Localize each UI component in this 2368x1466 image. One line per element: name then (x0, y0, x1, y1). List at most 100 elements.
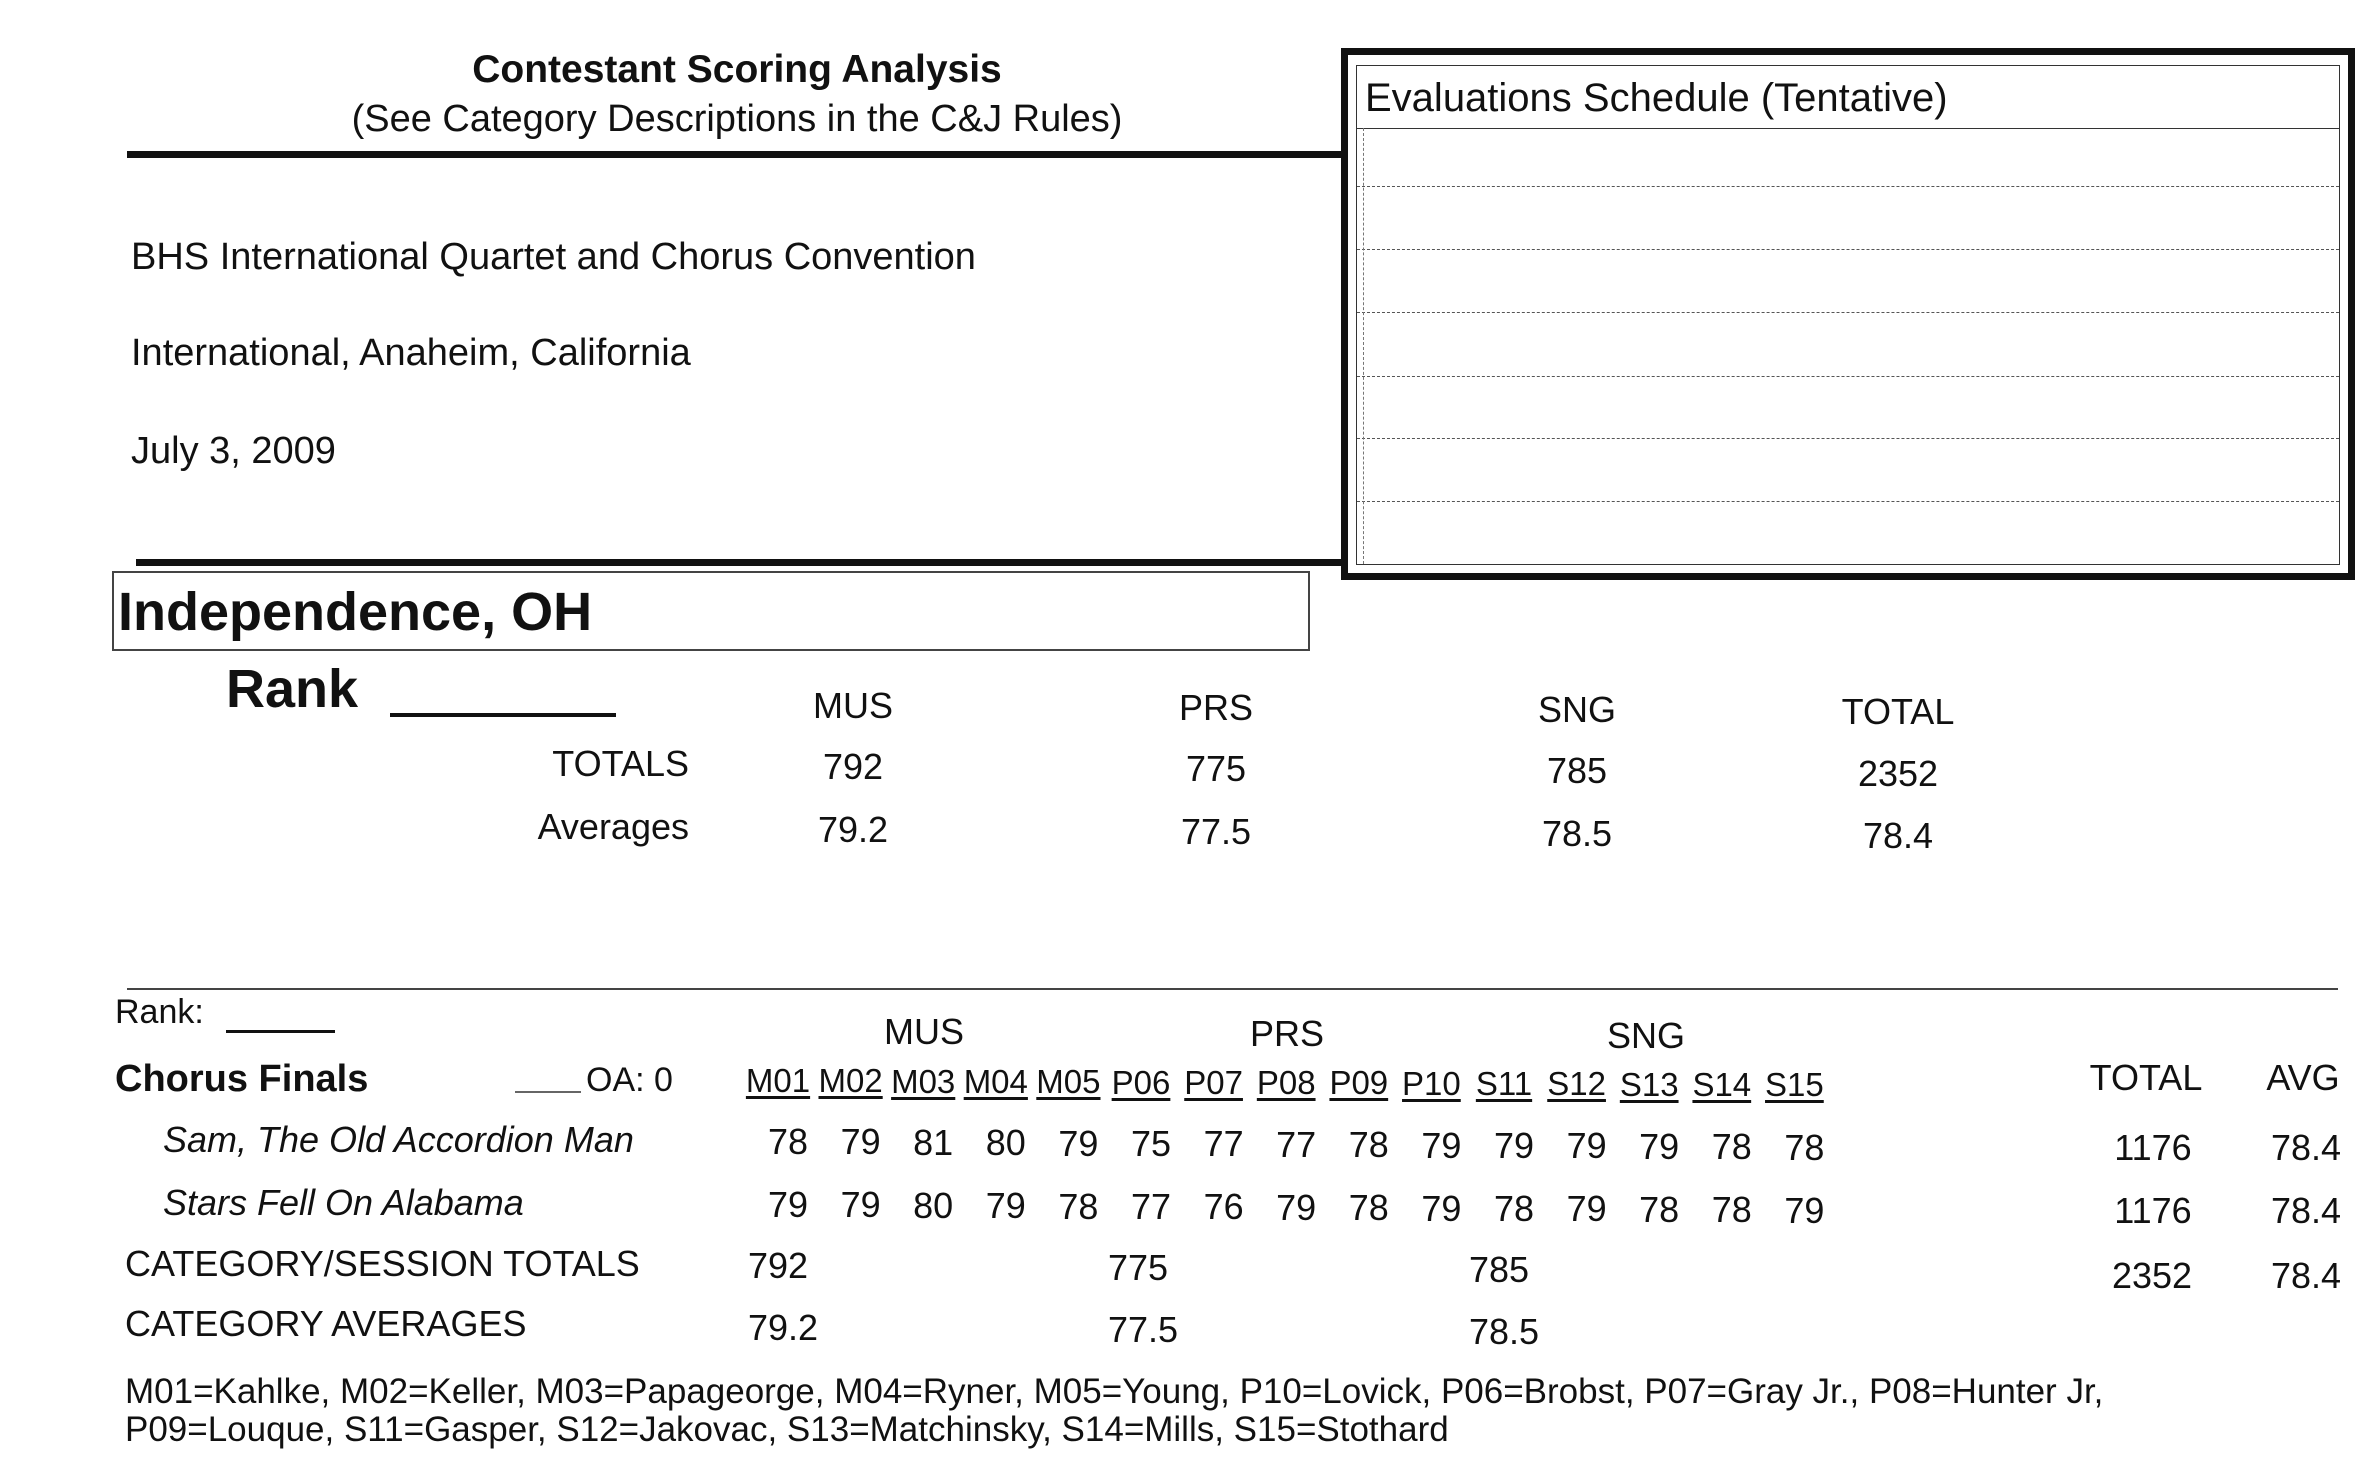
evaluations-schedule-box: Evaluations Schedule (Tentative) (1341, 48, 2355, 580)
judge-score: 79 (1421, 1187, 1462, 1229)
col-mus: MUS (813, 685, 893, 726)
cat-total-sng: 785 (1469, 1249, 1530, 1290)
schedule-line (1357, 249, 2339, 250)
judge-score: 75 (1130, 1123, 1172, 1164)
contestant-name: Independence, OH (118, 582, 593, 642)
cat-avg-sng: 78.5 (1469, 1311, 1540, 1352)
judge-score: 79 (1566, 1125, 1607, 1167)
judge-score: 77 (1276, 1123, 1317, 1165)
avg-mus: 79.2 (817, 809, 889, 850)
song-title: Sam, The Old Accordion Man (163, 1119, 634, 1160)
session-rank-blank (226, 1030, 335, 1033)
judge-score: 79 (1784, 1189, 1825, 1231)
judge-header: M03 (891, 1062, 956, 1100)
total-sng: 785 (1546, 750, 1608, 791)
event-date: July 3, 2009 (131, 430, 336, 472)
judge-header: S13 (1619, 1065, 1679, 1103)
song-total: 1176 (2114, 1127, 2192, 1168)
schedule-line (1357, 186, 2339, 187)
judge-score: 80 (913, 1184, 954, 1226)
session-rank-label: Rank: (115, 993, 204, 1031)
judge-header: S15 (1765, 1066, 1824, 1104)
judge-score: 79 (1276, 1186, 1317, 1228)
judge-header: M01 (745, 1062, 811, 1099)
header-divider (127, 151, 1341, 158)
judge-legend-line-1: M01=Kahlke, M02=Keller, M03=Papageorge, … (125, 1372, 2104, 1411)
song-total: 1176 (2114, 1190, 2192, 1231)
judge-score: 78 (1639, 1188, 1680, 1230)
report-subtitle: (See Category Descriptions in the C&J Ru… (351, 98, 1123, 140)
total-mus: 792 (822, 746, 884, 787)
schedule-line (1357, 312, 2339, 313)
song-avg: 78.4 (2270, 1190, 2342, 1231)
event-location: International, Anaheim, California (131, 332, 691, 374)
judge-score: 79 (1493, 1125, 1535, 1166)
judge-score: 78 (1493, 1188, 1535, 1229)
judge-score: 78 (1348, 1187, 1389, 1229)
cat-prs: PRS (1249, 1013, 1325, 1054)
schedule-line (1357, 501, 2339, 502)
judge-header: P06 (1111, 1063, 1171, 1101)
report-title: Contestant Scoring Analysis (472, 48, 1002, 91)
session-total: 2352 (2111, 1255, 2193, 1296)
judge-score: 79 (1639, 1125, 1680, 1167)
evaluations-title: Evaluations Schedule (Tentative) (1365, 76, 1948, 120)
judge-score: 80 (985, 1122, 1026, 1164)
averages-label: Averages (537, 806, 689, 847)
judge-header: S12 (1547, 1065, 1606, 1103)
judge-score: 78 (1784, 1126, 1825, 1168)
col-sng: SNG (1537, 689, 1617, 730)
col-prs: PRS (1178, 687, 1254, 728)
oa-value: OA: 0 (586, 1061, 673, 1099)
cat-averages-label: CATEGORY AVERAGES (125, 1303, 527, 1344)
totals-label: TOTALS (552, 743, 689, 784)
avg-header: AVG (2266, 1057, 2340, 1098)
judge-score: 78 (1058, 1185, 1099, 1227)
song-title: Stars Fell On Alabama (163, 1182, 524, 1223)
cat-sng: SNG (1606, 1015, 1686, 1056)
judge-score: 78 (767, 1121, 809, 1162)
col-total: TOTAL (1841, 691, 1955, 732)
session-avg: 78.4 (2270, 1255, 2342, 1296)
oa-leader-line (515, 1091, 581, 1093)
judge-score: 78 (1348, 1124, 1389, 1166)
contestant-name-box (112, 571, 1310, 651)
cat-totals-label: CATEGORY/SESSION TOTALS (125, 1243, 640, 1284)
total-prs: 775 (1185, 748, 1247, 789)
judge-score: 79 (1566, 1188, 1607, 1230)
judge-score: 79 (985, 1185, 1026, 1227)
schedule-column-line (1363, 128, 1364, 564)
judge-header: S11 (1475, 1065, 1533, 1102)
judge-score: 81 (913, 1121, 954, 1163)
header-bottom-divider (136, 559, 1341, 566)
judge-header: S14 (1692, 1065, 1752, 1103)
rank-label: Rank (226, 659, 359, 719)
session-name: Chorus Finals (115, 1058, 369, 1100)
judge-score: 79 (767, 1184, 809, 1225)
judge-header: P09 (1329, 1064, 1389, 1102)
rank-blank (390, 713, 616, 717)
cat-total-prs: 775 (1108, 1247, 1169, 1288)
judge-score: 79 (840, 1184, 881, 1226)
judge-header: M02 (818, 1062, 883, 1100)
cat-mus: MUS (884, 1011, 964, 1052)
judge-score: 77 (1130, 1186, 1172, 1227)
cat-avg-prs: 77.5 (1108, 1309, 1179, 1350)
judge-score: 78 (1711, 1126, 1752, 1168)
judge-score: 79 (1421, 1124, 1462, 1166)
evaluations-header-divider (1357, 128, 2339, 129)
judge-score: 76 (1203, 1186, 1244, 1228)
event-name: BHS International Quartet and Chorus Con… (131, 236, 976, 278)
judge-score: 79 (1058, 1122, 1099, 1164)
judge-header: P08 (1256, 1064, 1316, 1102)
judge-header: M05 (1036, 1063, 1101, 1101)
song-avg: 78.4 (2270, 1127, 2342, 1168)
total-header: TOTAL (2089, 1057, 2203, 1098)
schedule-line (1357, 438, 2339, 439)
avg-all: 78.4 (1862, 815, 1934, 856)
judge-legend-line-2: P09=Louque, S11=Gasper, S12=Jakovac, S13… (125, 1410, 1449, 1449)
schedule-line (1357, 376, 2339, 377)
cat-total-mus: 792 (748, 1245, 809, 1286)
judge-header: M04 (963, 1062, 1028, 1100)
avg-prs: 77.5 (1180, 811, 1252, 852)
